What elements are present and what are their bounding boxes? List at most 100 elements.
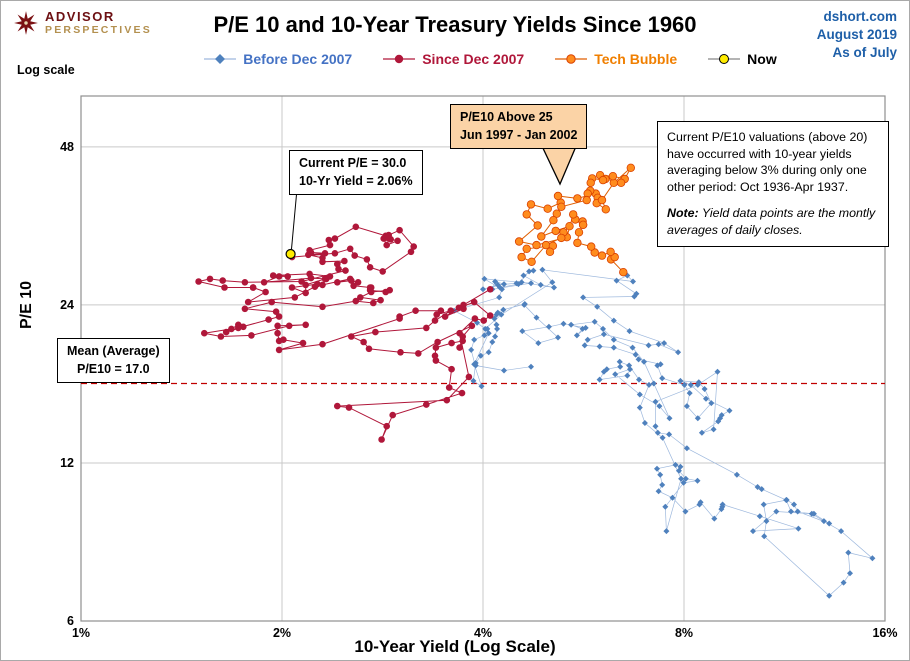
- data-point-before-dec-2007: [600, 331, 607, 338]
- data-point-before-dec-2007: [610, 344, 617, 351]
- data-point-since-dec-2007: [360, 338, 367, 346]
- data-point-since-dec-2007: [275, 273, 283, 280]
- legend-label: Before Dec 2007: [243, 51, 353, 67]
- data-point-since-dec-2007: [366, 284, 374, 291]
- data-point-since-dec-2007: [241, 305, 249, 313]
- data-point-since-dec-2007: [410, 243, 418, 250]
- data-point-before-dec-2007: [482, 325, 489, 332]
- data-point-before-dec-2007: [551, 284, 557, 291]
- series-tech-bubble: [514, 163, 635, 277]
- data-point-tech-bubble: [586, 178, 595, 187]
- data-point-before-dec-2007: [710, 426, 717, 433]
- data-point-before-dec-2007: [596, 343, 603, 350]
- data-point-tech-bubble: [573, 194, 582, 203]
- data-point-before-dec-2007: [659, 481, 666, 488]
- logo-line2: PERSPECTIVES: [45, 24, 152, 36]
- data-point-before-dec-2007: [471, 336, 478, 343]
- data-point-before-dec-2007: [591, 318, 598, 325]
- data-point-before-dec-2007: [820, 518, 827, 525]
- legend-marker-circle-icon: [555, 54, 588, 64]
- data-point-before-dec-2007: [613, 277, 620, 284]
- series-line-before-dec-2007: [453, 269, 873, 597]
- data-point-before-dec-2007: [635, 356, 642, 363]
- data-point-before-dec-2007: [810, 510, 817, 517]
- data-point-tech-bubble: [573, 238, 582, 248]
- data-point-since-dec-2007: [319, 303, 326, 311]
- data-point-before-dec-2007: [698, 429, 705, 436]
- data-point-since-dec-2007: [447, 307, 455, 315]
- star-center: [24, 20, 28, 25]
- data-point-before-dec-2007: [654, 429, 661, 436]
- data-point-now: [285, 248, 296, 260]
- x-tick-label: 4%: [474, 626, 492, 640]
- data-point-since-dec-2007: [470, 298, 478, 306]
- data-point-since-dec-2007: [431, 352, 439, 360]
- data-point-tech-bubble: [526, 200, 536, 209]
- series-now: [285, 248, 296, 260]
- data-point-before-dec-2007: [641, 358, 647, 365]
- series-before-dec-2007: [451, 266, 876, 599]
- data-point-since-dec-2007: [334, 402, 341, 410]
- data-point-before-dec-2007: [496, 284, 503, 291]
- data-point-before-dec-2007: [492, 333, 499, 340]
- data-point-since-dec-2007: [275, 346, 283, 354]
- y-tick-label: 24: [60, 298, 74, 312]
- current-line1: Current P/E = 30.0: [299, 156, 407, 170]
- data-point-since-dec-2007: [217, 333, 225, 340]
- data-point-before-dec-2007: [763, 518, 770, 525]
- legend: Before Dec 2007 Since Dec 2007 Tech Bubb…: [91, 51, 889, 67]
- data-point-since-dec-2007: [486, 312, 494, 319]
- data-point-before-dec-2007: [533, 314, 540, 321]
- data-point-before-dec-2007: [838, 528, 845, 535]
- data-point-before-dec-2007: [555, 334, 561, 341]
- data-point-since-dec-2007: [274, 329, 281, 337]
- data-point-tech-bubble: [557, 202, 566, 211]
- data-point-before-dec-2007: [610, 317, 617, 324]
- data-point-since-dec-2007: [396, 315, 403, 322]
- data-point-since-dec-2007: [272, 308, 280, 316]
- data-point-since-dec-2007: [407, 248, 415, 256]
- data-point-before-dec-2007: [468, 346, 475, 353]
- data-point-since-dec-2007: [288, 284, 296, 291]
- data-point-before-dec-2007: [718, 412, 725, 419]
- data-point-before-dec-2007: [794, 508, 801, 515]
- data-point-tech-bubble: [522, 210, 531, 219]
- data-point-since-dec-2007: [275, 313, 283, 320]
- data-point-since-dec-2007: [385, 231, 393, 239]
- data-point-tech-bubble: [608, 171, 618, 181]
- circle-marker-icon: [719, 54, 730, 64]
- data-point-since-dec-2007: [352, 297, 360, 305]
- data-point-before-dec-2007: [681, 381, 688, 388]
- data-point-before-dec-2007: [481, 332, 488, 339]
- data-point-tech-bubble: [514, 237, 524, 246]
- bubble-callout-pointer: [539, 143, 578, 186]
- data-point-since-dec-2007: [412, 307, 419, 315]
- data-point-since-dec-2007: [346, 275, 354, 283]
- data-point-since-dec-2007: [299, 339, 307, 347]
- data-point-before-dec-2007: [528, 363, 534, 370]
- source-block: dshort.com August 2019 As of July: [817, 8, 897, 63]
- data-point-before-dec-2007: [626, 362, 633, 369]
- data-point-before-dec-2007: [650, 380, 657, 387]
- data-point-since-dec-2007: [468, 322, 476, 330]
- data-point-before-dec-2007: [535, 340, 542, 347]
- data-point-before-dec-2007: [678, 475, 685, 482]
- data-point-before-dec-2007: [788, 508, 794, 515]
- data-point-since-dec-2007: [302, 289, 310, 297]
- data-point-since-dec-2007: [480, 317, 488, 324]
- data-point-before-dec-2007: [675, 349, 682, 356]
- data-point-before-dec-2007: [470, 377, 477, 384]
- data-point-before-dec-2007: [580, 294, 587, 301]
- data-point-tech-bubble: [565, 221, 574, 231]
- data-point-before-dec-2007: [657, 361, 664, 368]
- data-point-since-dec-2007: [298, 278, 305, 285]
- data-point-before-dec-2007: [610, 336, 617, 343]
- data-point-before-dec-2007: [539, 266, 546, 273]
- note-annotation-box: Current P/E10 valuations (above 20) have…: [657, 121, 889, 247]
- data-point-before-dec-2007: [682, 508, 689, 515]
- legend-label: Since Dec 2007: [422, 51, 525, 67]
- data-point-since-dec-2007: [244, 298, 252, 306]
- data-point-before-dec-2007: [617, 363, 624, 370]
- data-point-since-dec-2007: [321, 275, 329, 283]
- data-point-since-dec-2007: [334, 260, 341, 268]
